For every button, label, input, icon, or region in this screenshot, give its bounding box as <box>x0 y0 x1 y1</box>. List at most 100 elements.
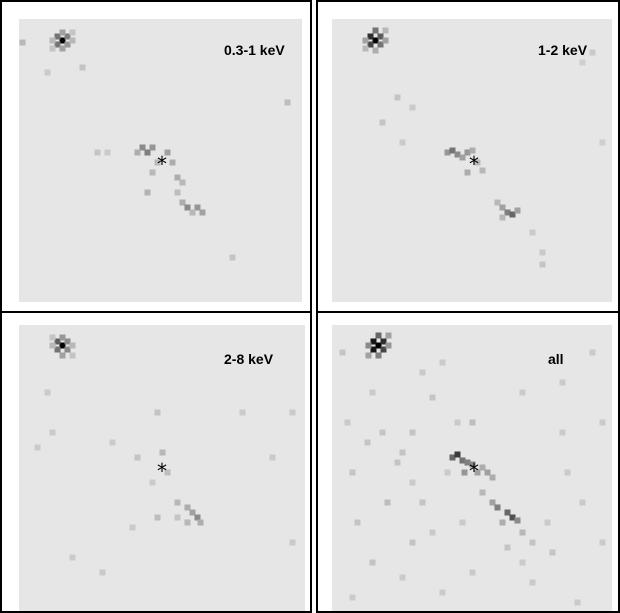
source-pixel <box>380 346 387 353</box>
source-pixel <box>59 29 66 36</box>
source-pixel <box>69 37 76 44</box>
panel-soft-band-image <box>19 19 302 302</box>
count-pixel <box>339 349 346 356</box>
count-pixel <box>439 359 446 366</box>
count-pixel <box>464 459 471 466</box>
source-pixel <box>59 334 66 341</box>
source-pixel <box>64 33 71 40</box>
count-pixel <box>384 499 391 506</box>
count-pixel <box>409 539 416 546</box>
count-pixel <box>239 409 246 416</box>
count-pixel <box>499 204 506 211</box>
count-pixel <box>164 469 171 476</box>
count-pixel <box>394 94 401 101</box>
count-pixel <box>499 519 506 526</box>
source-pixel <box>377 41 384 48</box>
count-pixel <box>379 429 386 436</box>
panel-all-bands: all * <box>316 311 620 613</box>
count-pixel <box>459 154 466 161</box>
count-pixel <box>519 529 526 536</box>
count-pixel <box>399 449 406 456</box>
count-pixel <box>444 149 451 156</box>
count-pixel <box>484 469 491 476</box>
count-pixel <box>194 204 201 211</box>
source-pixel <box>64 338 71 345</box>
count-pixel <box>139 144 146 151</box>
count-pixel <box>429 529 436 536</box>
count-pixel <box>99 569 106 576</box>
count-pixel <box>149 144 156 151</box>
count-pixel <box>349 594 356 601</box>
count-pixel <box>409 104 416 111</box>
count-pixel <box>454 151 461 158</box>
source-pixel <box>370 338 377 345</box>
count-pixel <box>134 454 141 461</box>
count-pixel <box>444 469 451 476</box>
source-pixel <box>372 37 379 44</box>
count-pixel <box>69 554 76 561</box>
count-pixel <box>369 559 376 566</box>
count-pixel <box>154 159 161 166</box>
panel-soft-band: 0.3-1 keV * <box>0 0 312 313</box>
source-pixel <box>54 346 61 353</box>
count-pixel <box>539 249 546 256</box>
source-pixel <box>367 33 374 40</box>
count-pixel <box>519 559 526 566</box>
source-pixel <box>69 29 76 36</box>
energy-band-label: all <box>548 351 564 367</box>
count-pixel <box>349 469 356 476</box>
source-pixel <box>69 342 76 349</box>
panel-hard-band-image <box>19 325 305 611</box>
count-pixel <box>589 349 596 356</box>
count-pixel <box>589 49 596 56</box>
count-pixel <box>179 199 186 206</box>
count-pixel <box>599 419 606 426</box>
count-pixel <box>469 461 476 468</box>
count-pixel <box>529 229 536 236</box>
count-pixel <box>354 519 361 526</box>
energy-band-label: 0.3-1 keV <box>224 42 285 58</box>
source-pixel <box>382 37 389 44</box>
source-pixel <box>49 45 56 52</box>
panel-hard-band: 2-8 keV * <box>0 311 312 613</box>
count-pixel <box>184 519 191 526</box>
count-pixel <box>134 149 141 156</box>
count-pixel <box>284 99 291 106</box>
count-pixel <box>439 589 446 596</box>
count-pixel <box>599 139 606 146</box>
source-pixel <box>59 342 66 349</box>
count-pixel <box>489 474 496 481</box>
count-pixel <box>469 147 476 154</box>
count-pixel <box>509 211 516 218</box>
panel-medium-band-image <box>332 19 612 302</box>
source-position-marker: * <box>157 459 167 483</box>
count-pixel <box>489 499 496 506</box>
count-pixel <box>549 549 556 556</box>
source-pixel <box>372 47 379 54</box>
count-pixel <box>449 454 456 461</box>
count-pixel <box>174 514 181 521</box>
source-pixel <box>365 342 372 349</box>
count-pixel <box>539 261 546 268</box>
source-pixel <box>64 41 71 48</box>
count-pixel <box>579 59 586 66</box>
count-pixel <box>469 419 476 426</box>
count-pixel <box>544 519 551 526</box>
count-pixel <box>529 539 536 546</box>
source-pixel <box>382 27 389 34</box>
count-pixel <box>344 419 351 426</box>
count-pixel <box>479 489 486 496</box>
source-pixel <box>385 332 392 339</box>
count-pixel <box>149 169 156 176</box>
count-pixel <box>199 209 206 216</box>
count-pixel <box>154 409 161 416</box>
count-pixel <box>194 514 201 521</box>
source-pixel <box>375 332 382 339</box>
count-pixel <box>474 469 481 476</box>
count-pixel <box>364 439 371 446</box>
count-pixel <box>474 159 481 166</box>
count-pixel <box>184 204 191 211</box>
count-pixel <box>44 69 51 76</box>
energy-band-label: 1-2 keV <box>538 42 588 58</box>
source-pixel <box>362 45 369 52</box>
